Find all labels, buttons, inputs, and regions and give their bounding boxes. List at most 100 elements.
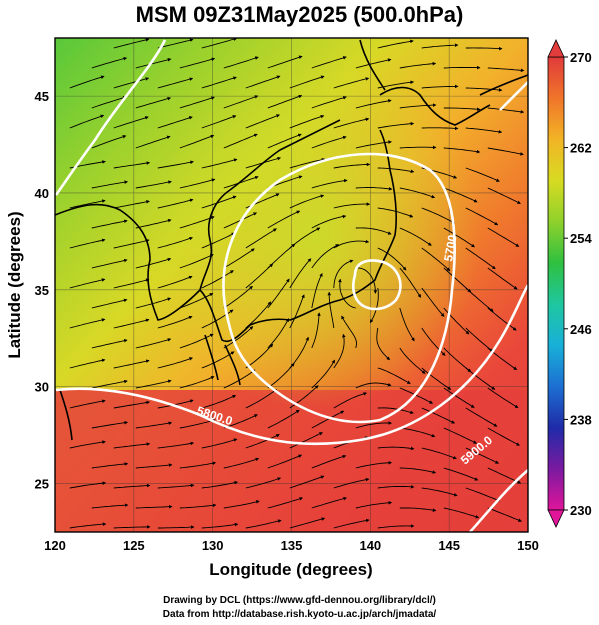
streamline [355, 382, 392, 389]
streamline [201, 480, 239, 489]
streamline [157, 198, 194, 209]
streamline [333, 477, 370, 489]
streamline [69, 358, 106, 369]
streamline [91, 96, 127, 109]
streamline [201, 309, 234, 329]
streamline [201, 76, 237, 89]
streamline [113, 525, 151, 529]
streamline [289, 194, 325, 209]
streamline [201, 158, 238, 169]
contour-label-5600: 5600 [19, 150, 46, 180]
streamline [245, 301, 272, 329]
streamline [399, 307, 415, 342]
streamline [69, 440, 106, 449]
streamline [223, 326, 254, 349]
x-tick-label: 135 [281, 538, 303, 553]
streamline [443, 187, 478, 203]
streamline [289, 75, 325, 89]
y-tick-label: 30 [35, 380, 49, 395]
streamline [487, 107, 525, 114]
streamline [201, 351, 235, 369]
streamline [91, 135, 127, 149]
streamline [487, 147, 524, 156]
streamline [91, 180, 129, 189]
streamline [421, 367, 452, 390]
streamline [421, 287, 445, 317]
streamline [113, 400, 151, 409]
streamline [289, 294, 305, 329]
streamline [91, 219, 128, 229]
streamline [179, 96, 215, 109]
streamline [465, 327, 494, 353]
streamline [267, 94, 303, 109]
streamline [113, 199, 150, 209]
streamline [245, 156, 281, 169]
streamline [201, 232, 236, 249]
streamline [421, 247, 451, 272]
streamline [267, 133, 302, 149]
streamline [355, 460, 393, 469]
streamline [311, 312, 321, 349]
streamline [377, 121, 415, 129]
streamline [289, 157, 326, 169]
streamline [377, 207, 414, 218]
colorbar-tick-label: 246 [570, 322, 592, 337]
streamline [91, 56, 128, 69]
streamline [69, 399, 106, 409]
colorbar-min-arrow [547, 509, 565, 528]
streamline [69, 199, 106, 209]
streamline [179, 376, 215, 389]
streamline [399, 427, 436, 438]
streamline [179, 254, 214, 269]
streamline [157, 441, 195, 449]
streamline [421, 126, 459, 131]
streamline [487, 267, 518, 290]
streamline [355, 58, 392, 69]
streamline [135, 180, 172, 189]
streamline [443, 387, 475, 408]
streamline [465, 367, 496, 390]
streamline [69, 114, 105, 129]
streamline [355, 140, 392, 149]
streamline [443, 467, 479, 481]
lat-lon-grid [55, 38, 528, 532]
streamline [377, 367, 411, 384]
streamline [289, 114, 325, 129]
x-tick-label: 140 [359, 538, 381, 553]
streamline [355, 99, 392, 109]
coastlines [54, 39, 529, 441]
streamline [91, 462, 129, 469]
streamline [113, 38, 150, 49]
streamline [399, 61, 437, 69]
streamline [377, 407, 414, 415]
streamline [69, 238, 106, 249]
streamline [201, 438, 238, 449]
streamline [399, 227, 432, 246]
streamline [465, 167, 500, 182]
streamline [157, 275, 193, 289]
streamline [179, 216, 215, 229]
streamline [223, 500, 260, 509]
streamline [333, 202, 371, 209]
streamline [338, 278, 356, 309]
streamline [443, 147, 481, 154]
streamline [113, 278, 150, 289]
streamline [223, 285, 253, 309]
streamline [311, 214, 347, 229]
streamline [201, 37, 238, 49]
streamline [245, 228, 277, 249]
colorbar-max-arrow [547, 39, 565, 58]
streamline [399, 467, 437, 474]
streamline [91, 420, 129, 429]
streamline [201, 270, 234, 289]
streamline [421, 207, 456, 224]
streamline [157, 77, 194, 89]
streamline [91, 298, 128, 309]
colorbar-tick-label: 230 [570, 503, 592, 518]
streamline [91, 338, 128, 349]
streamline [465, 127, 503, 134]
streamline [311, 244, 340, 269]
streamline [69, 278, 106, 289]
map-frame [54, 37, 529, 533]
